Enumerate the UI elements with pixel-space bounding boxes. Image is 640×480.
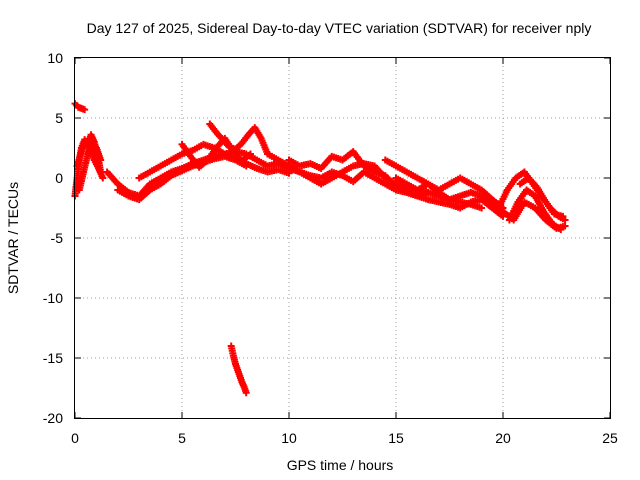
data-point	[561, 222, 569, 230]
data-point	[99, 174, 107, 182]
series-arc-o	[505, 186, 565, 234]
plot-frame	[74, 57, 611, 419]
y-tick-label: -5	[51, 230, 64, 246]
data-point	[242, 389, 250, 397]
y-tick-label: 10	[47, 50, 63, 66]
y-tick-label: 5	[55, 110, 63, 126]
x-tick-label: 25	[602, 430, 618, 446]
y-tick-label: 0	[55, 170, 63, 186]
x-tick-label: 5	[178, 430, 186, 446]
series-arc-g	[135, 140, 250, 182]
data-points	[71, 100, 569, 397]
series-arc-k	[285, 148, 507, 220]
series-arc-p	[516, 174, 567, 220]
data-point	[285, 169, 293, 177]
data-point	[557, 226, 565, 234]
chart-title: Day 127 of 2025, Sidereal Day-to-day VTE…	[87, 20, 592, 36]
x-axis-ticks: 0 5 10 15 20 25	[71, 58, 618, 446]
data-point	[561, 216, 569, 224]
data-point	[246, 150, 254, 158]
series-arc-i	[178, 134, 254, 171]
data-point	[97, 156, 105, 164]
x-tick-label: 0	[71, 430, 79, 446]
series-arc-d	[75, 138, 105, 194]
data-point	[242, 162, 250, 170]
x-tick-label: 20	[495, 430, 511, 446]
data-point	[81, 106, 89, 114]
x-tick-label: 10	[281, 430, 297, 446]
data-point	[559, 212, 567, 220]
grid-lines	[75, 58, 610, 418]
y-axis-label: SDTVAR / TECUs	[5, 182, 21, 294]
y-tick-label: -10	[43, 290, 63, 306]
x-axis-label: GPS time / hours	[287, 457, 394, 473]
y-axis-ticks: 10 5 0 -5 -10 -15 -20	[43, 50, 610, 426]
y-tick-label: -15	[43, 350, 63, 366]
x-tick-label: 15	[388, 430, 404, 446]
y-tick-label: -20	[43, 410, 63, 426]
data-point	[478, 204, 486, 212]
series-arc-q	[227, 342, 250, 397]
